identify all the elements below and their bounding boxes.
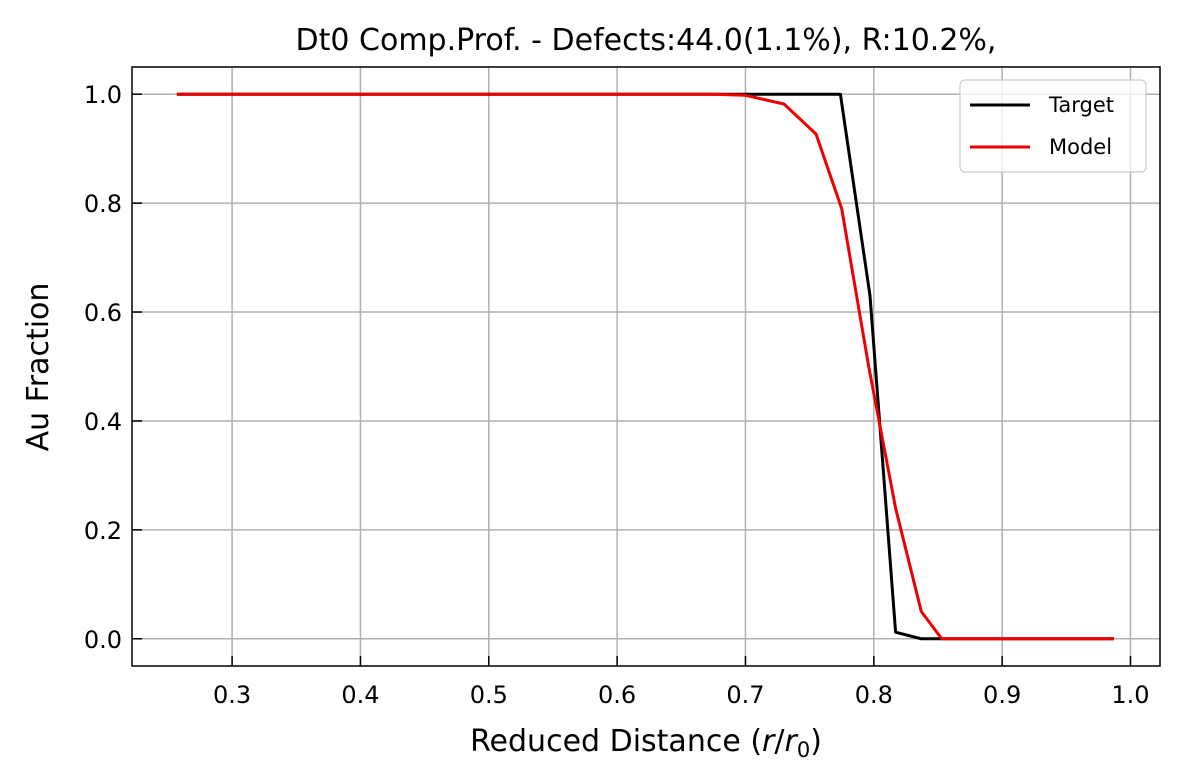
y-tick-label: 0.6 [84, 299, 122, 327]
x-tick-label: 1.0 [1111, 681, 1149, 709]
series-lines [176, 92, 1114, 641]
x-axis-title: Reduced Distance (r/r0) [470, 724, 822, 762]
y-tick-label: 1.0 [84, 81, 122, 109]
legend-box [959, 79, 1147, 173]
x-tick-label: 0.3 [213, 681, 251, 709]
series-line-model [176, 92, 1114, 641]
x-tick-labels: 0.3 0.4 0.5 0.6 0.7 0.8 0.9 1.0 [213, 681, 1150, 709]
legend-label-model: Model [1049, 135, 1112, 159]
y-tick-label: 0.2 [84, 517, 122, 545]
y-axis-title: Au Fraction [21, 283, 56, 452]
legend-label-target: Target [1048, 93, 1114, 117]
x-tick-label: 0.9 [983, 681, 1021, 709]
x-tick-label: 0.5 [470, 681, 508, 709]
x-tick-label: 0.6 [598, 681, 636, 709]
y-tick-labels: 0.0 0.2 0.4 0.6 0.8 1.0 [84, 81, 122, 654]
axis-ticks [132, 93, 1132, 666]
y-tick-label: 0.4 [84, 408, 122, 436]
legend: Target Model [959, 79, 1147, 173]
x-tick-label: 0.4 [341, 681, 379, 709]
y-tick-label: 0.8 [84, 190, 122, 218]
x-tick-label: 0.7 [726, 681, 764, 709]
y-tick-label: 0.0 [84, 626, 122, 654]
plot-frame [131, 66, 1161, 667]
x-tick-label: 0.8 [855, 681, 893, 709]
chart-title: Dt0 Comp.Prof. - Defects:44.0(1.1%), R:1… [296, 23, 997, 58]
